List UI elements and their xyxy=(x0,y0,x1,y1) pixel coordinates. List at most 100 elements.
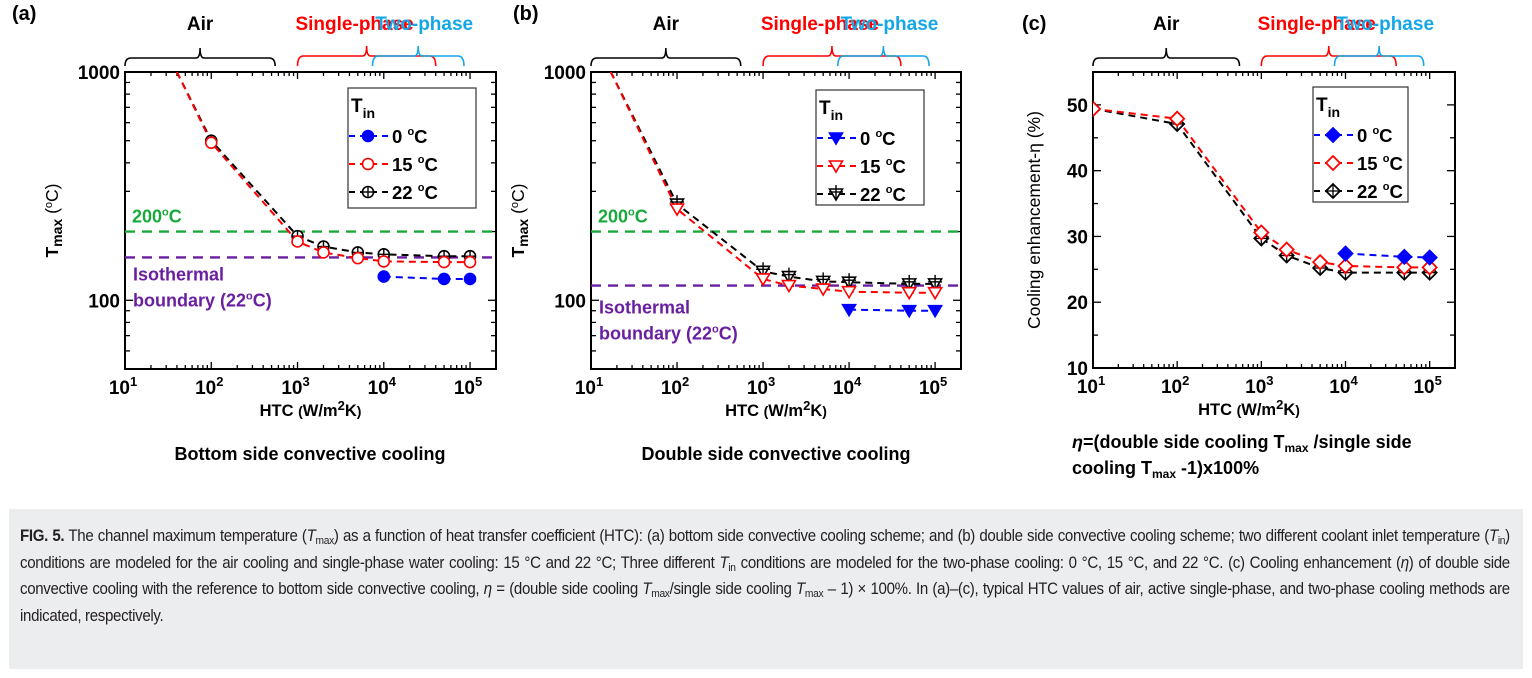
y-tick-label: 40 xyxy=(1067,162,1088,183)
isothermal-label-line2: boundary (22oC) xyxy=(133,290,272,310)
series-line-t22 xyxy=(1093,107,1430,274)
y-axis-label: Tmax (oC) xyxy=(42,183,65,257)
data-point-t0 xyxy=(901,304,918,319)
y-tick-label: 10 xyxy=(1067,359,1088,380)
panel-subtitle-line2: cooling Tmax -1)x100% xyxy=(1072,458,1259,481)
legend-item-t22: 22 oC xyxy=(1314,181,1403,202)
range-bracket-two-phase xyxy=(1333,45,1425,67)
series-layer xyxy=(1093,100,1438,281)
x-tick-label: 101 xyxy=(1077,373,1105,398)
range-label-air: Air xyxy=(1153,14,1180,35)
legend-box xyxy=(1312,86,1409,203)
range-bracket-air xyxy=(590,47,742,67)
legend-label: 0 oC xyxy=(1357,125,1393,146)
range-label-two-phase: Two-phase xyxy=(1336,14,1434,35)
y-tick-label: 100 xyxy=(554,291,586,312)
x-tick-label: 105 xyxy=(1413,373,1441,398)
isothermal-label: Isothermal xyxy=(599,298,690,318)
legend-marker xyxy=(361,129,375,143)
data-point-t15 xyxy=(437,255,451,269)
data-point-t15 xyxy=(351,251,365,265)
plot-frame xyxy=(1092,71,1456,369)
x-tick-label: 102 xyxy=(661,374,689,399)
data-point-t15 xyxy=(1311,253,1329,271)
x-tick-label: 104 xyxy=(368,374,397,399)
caption-box xyxy=(9,509,1523,669)
y-tick-label: 50 xyxy=(1067,96,1088,117)
legend-marker xyxy=(361,185,375,199)
data-point-t0 xyxy=(1396,248,1413,266)
range-bracket-two-phase xyxy=(371,45,465,67)
data-point-t15 xyxy=(1278,241,1295,258)
legend-item-t15: 15 oC xyxy=(1314,153,1403,174)
x-axis-label: HTC (W/m2K) xyxy=(1198,397,1300,419)
data-point-t15 xyxy=(927,286,944,301)
plot-frame xyxy=(590,71,962,370)
legend-item-t22: 22 oC xyxy=(817,184,906,205)
x-tick-label: 103 xyxy=(1245,373,1273,398)
data-point-t22 xyxy=(901,274,918,292)
range-label-single-phase: Single-phase xyxy=(295,14,413,35)
data-point-t0 xyxy=(927,304,944,319)
x-tick-label: 105 xyxy=(454,374,482,399)
series-layer xyxy=(609,72,944,319)
legend-item-t0: 0 oC xyxy=(1314,125,1393,146)
caption-label: FIG. 5. xyxy=(20,527,65,545)
panel-subtitle: Bottom side convective cooling xyxy=(174,444,445,464)
panel-subtitle: Double side convective cooling xyxy=(641,444,910,464)
series-layer xyxy=(176,72,477,286)
legend: Tin 0 oC 15 oC 22 oC xyxy=(1312,86,1409,203)
x-tick-label: 102 xyxy=(1161,373,1189,398)
x-tick-label: 102 xyxy=(195,374,223,399)
legend-marker xyxy=(1324,182,1342,200)
figure-caption: FIG. 5. The channel maximum temperature … xyxy=(20,527,1510,625)
legend-box xyxy=(815,89,925,206)
range-label-single-phase: Single-phase xyxy=(1258,14,1376,35)
series-line-t22 xyxy=(176,72,470,258)
legend: Tin 0 oC 15 oC 22 oC xyxy=(347,87,477,209)
legend-label: 0 oC xyxy=(392,126,428,147)
isothermal-label-line2: boundary (22oC) xyxy=(599,324,738,344)
y-tick-label: 30 xyxy=(1067,227,1088,248)
legend-title: Tin xyxy=(819,98,843,123)
data-point-t15 xyxy=(1421,259,1438,276)
legend-label: 22 oC xyxy=(860,184,906,205)
x-tick-label: 103 xyxy=(281,374,309,399)
legend-item-t22: 22 oC xyxy=(349,182,438,203)
range-label-air: Air xyxy=(187,14,214,35)
limit-200c-label: 200oC xyxy=(598,207,648,227)
range-label-two-phase: Two-phase xyxy=(841,14,939,35)
data-point-t15 xyxy=(781,279,797,294)
y-axis-label: Tmax (oC) xyxy=(508,183,531,257)
legend-marker xyxy=(1324,154,1342,172)
x-tick-label: 101 xyxy=(109,374,137,399)
range-label-air: Air xyxy=(653,14,680,35)
series-line-t0 xyxy=(1345,252,1430,259)
legend-label: 0 oC xyxy=(860,128,896,149)
legend-marker xyxy=(828,160,844,174)
series-line-t15 xyxy=(609,72,936,294)
data-point-t15 xyxy=(291,235,304,248)
x-tick-label: 103 xyxy=(747,374,775,399)
x-tick-label: 104 xyxy=(833,374,862,399)
y-tick-label: 20 xyxy=(1067,293,1088,314)
data-point-t15 xyxy=(841,285,857,300)
x-tick-label: 101 xyxy=(575,374,603,399)
data-point-t15 xyxy=(1396,259,1413,276)
data-point-t15 xyxy=(1337,257,1354,275)
legend-title: Tin xyxy=(1316,95,1340,120)
data-point-t15 xyxy=(901,286,918,301)
x-axis-label: HTC (W/m2K) xyxy=(260,398,362,420)
series-line-t0 xyxy=(383,275,470,280)
legend-item-t15: 15 oC xyxy=(817,156,906,177)
data-point-t15 xyxy=(755,273,771,287)
series-line-t15 xyxy=(1093,107,1430,269)
data-point-t0 xyxy=(1421,249,1438,266)
data-point-t0 xyxy=(841,303,857,318)
series-line-t22 xyxy=(609,72,936,285)
legend-item-t0: 0 oC xyxy=(817,128,896,149)
panel-label: (a) xyxy=(12,3,36,25)
legend-label: 15 oC xyxy=(392,154,438,175)
x-tick-label: 105 xyxy=(919,374,947,399)
